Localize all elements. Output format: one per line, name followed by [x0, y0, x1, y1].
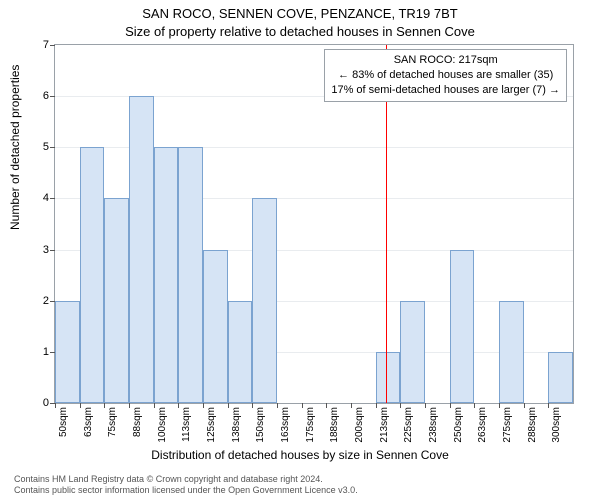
histogram-bar: [228, 301, 253, 403]
x-tick-mark: [129, 403, 130, 408]
histogram-bar: [55, 301, 80, 403]
x-tick-mark: [400, 403, 401, 408]
x-tick-mark: [524, 403, 525, 408]
x-tick-mark: [474, 403, 475, 408]
x-tick-label: 125sqm: [206, 407, 217, 443]
x-tick-label: 63sqm: [83, 407, 94, 437]
chart-title-sub: Size of property relative to detached ho…: [0, 24, 600, 39]
histogram-bar: [450, 250, 475, 403]
histogram-bar: [104, 198, 129, 403]
x-tick-label: 150sqm: [255, 407, 266, 443]
histogram-bar: [548, 352, 573, 403]
x-tick-mark: [326, 403, 327, 408]
y-tick-label: 3: [43, 244, 49, 256]
x-tick-label: 175sqm: [305, 407, 316, 443]
y-tick-label: 2: [43, 295, 49, 307]
y-tick-label: 4: [43, 192, 49, 204]
y-tick-mark: [50, 198, 55, 199]
chart-title-main: SAN ROCO, SENNEN COVE, PENZANCE, TR19 7B…: [0, 6, 600, 21]
histogram-bar: [252, 198, 277, 403]
x-tick-mark: [80, 403, 81, 408]
x-tick-label: 75sqm: [107, 407, 118, 437]
y-tick-label: 5: [43, 141, 49, 153]
x-tick-mark: [548, 403, 549, 408]
annotation-line-1: SAN ROCO: 217sqm: [331, 53, 560, 68]
x-tick-label: 275sqm: [502, 407, 513, 443]
x-tick-label: 300sqm: [551, 407, 562, 443]
x-tick-mark: [351, 403, 352, 408]
x-tick-mark: [252, 403, 253, 408]
x-tick-label: 113sqm: [181, 407, 192, 442]
histogram-bar: [178, 147, 203, 403]
footer-line-1: Contains HM Land Registry data © Crown c…: [14, 474, 358, 485]
annotation-line-2: ← 83% of detached houses are smaller (35…: [331, 68, 560, 83]
histogram-bar: [203, 250, 228, 403]
x-tick-label: 250sqm: [453, 407, 464, 443]
x-tick-mark: [154, 403, 155, 408]
x-tick-mark: [228, 403, 229, 408]
histogram-bar: [129, 96, 154, 403]
y-tick-label: 1: [43, 346, 49, 358]
footer-attribution: Contains HM Land Registry data © Crown c…: [14, 474, 358, 497]
y-tick-mark: [50, 147, 55, 148]
y-tick-label: 7: [43, 39, 49, 51]
x-tick-mark: [104, 403, 105, 408]
annotation-box: SAN ROCO: 217sqm← 83% of detached houses…: [324, 49, 567, 102]
histogram-bar: [499, 301, 524, 403]
x-tick-label: 263sqm: [477, 407, 488, 443]
footer-line-2: Contains public sector information licen…: [14, 485, 358, 496]
x-tick-mark: [376, 403, 377, 408]
plot-area: 0123456750sqm63sqm75sqm88sqm100sqm113sqm…: [54, 44, 574, 404]
histogram-bar: [154, 147, 179, 403]
y-tick-label: 6: [43, 90, 49, 102]
y-tick-mark: [50, 96, 55, 97]
x-tick-mark: [277, 403, 278, 408]
y-tick-mark: [50, 250, 55, 251]
x-axis-label: Distribution of detached houses by size …: [0, 448, 600, 462]
x-tick-mark: [203, 403, 204, 408]
x-tick-mark: [450, 403, 451, 408]
y-axis-label: Number of detached properties: [8, 65, 22, 230]
x-tick-label: 225sqm: [403, 407, 414, 443]
x-tick-label: 100sqm: [157, 407, 168, 443]
histogram-bar: [400, 301, 425, 403]
x-tick-label: 238sqm: [428, 407, 439, 443]
x-tick-mark: [55, 403, 56, 408]
histogram-bar: [376, 352, 401, 403]
histogram-bar: [80, 147, 105, 403]
x-tick-label: 213sqm: [379, 407, 390, 443]
y-tick-mark: [50, 45, 55, 46]
x-tick-mark: [302, 403, 303, 408]
x-tick-label: 163sqm: [280, 407, 291, 443]
x-tick-label: 188sqm: [329, 407, 340, 443]
x-tick-mark: [178, 403, 179, 408]
x-tick-label: 200sqm: [354, 407, 365, 443]
x-tick-mark: [499, 403, 500, 408]
x-tick-label: 88sqm: [132, 407, 143, 437]
x-tick-mark: [425, 403, 426, 408]
x-tick-label: 50sqm: [58, 407, 69, 437]
annotation-line-3: 17% of semi-detached houses are larger (…: [331, 83, 560, 98]
y-tick-label: 0: [43, 397, 49, 409]
x-tick-label: 288sqm: [527, 407, 538, 443]
x-tick-label: 138sqm: [231, 407, 242, 443]
